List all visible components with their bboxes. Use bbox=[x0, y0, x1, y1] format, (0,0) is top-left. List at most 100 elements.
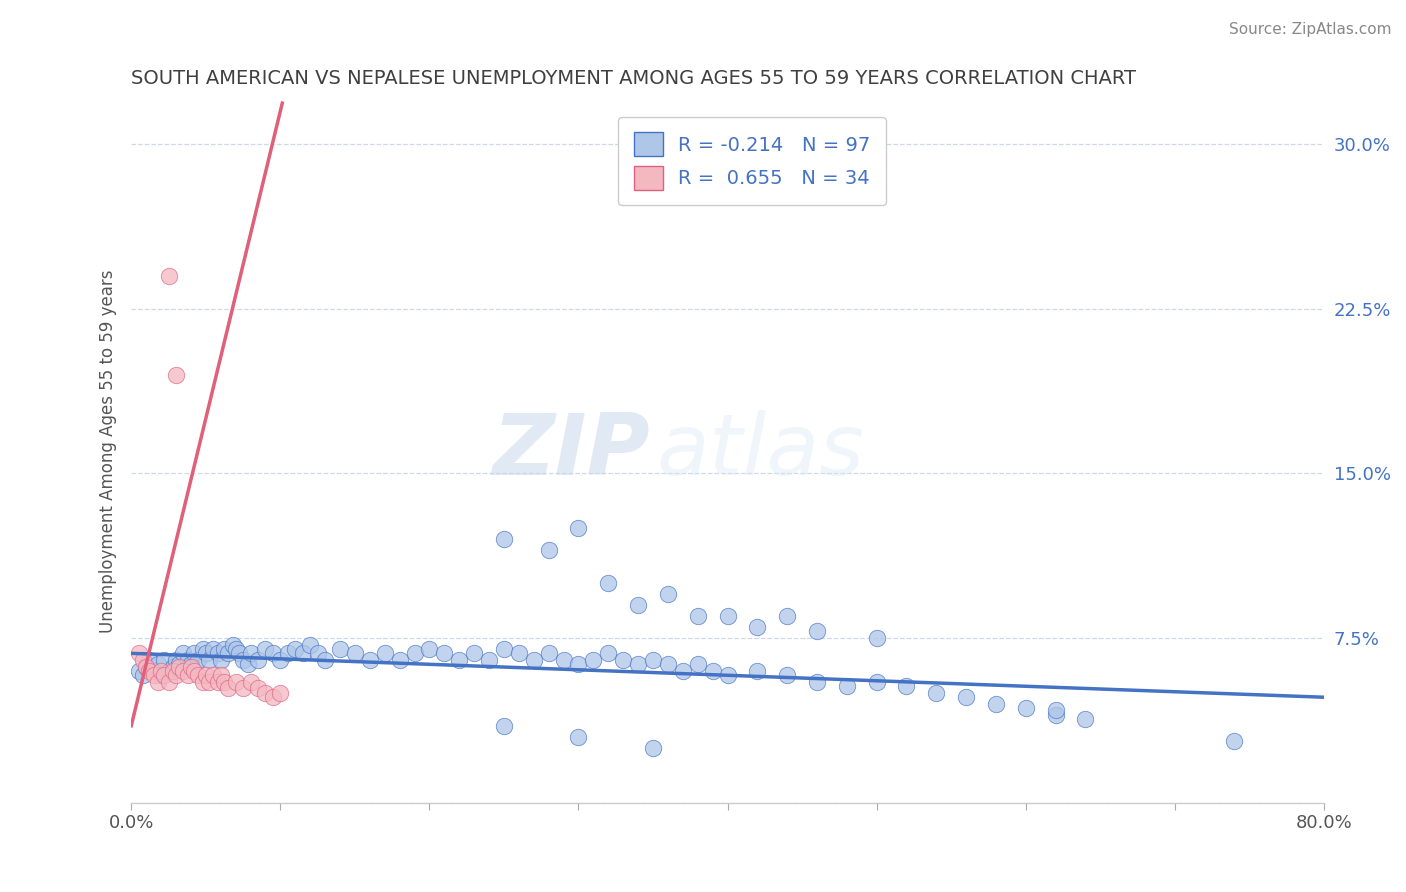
Point bbox=[217, 681, 239, 696]
Point bbox=[776, 609, 799, 624]
Point bbox=[418, 642, 440, 657]
Point bbox=[153, 668, 176, 682]
Point bbox=[183, 646, 205, 660]
Point bbox=[191, 642, 214, 657]
Point bbox=[239, 674, 262, 689]
Point bbox=[128, 646, 150, 660]
Point bbox=[984, 697, 1007, 711]
Point bbox=[582, 653, 605, 667]
Point bbox=[866, 674, 889, 689]
Point bbox=[269, 686, 291, 700]
Point bbox=[194, 646, 217, 660]
Point bbox=[177, 668, 200, 682]
Point bbox=[202, 668, 225, 682]
Point bbox=[146, 674, 169, 689]
Point bbox=[866, 631, 889, 645]
Point bbox=[612, 653, 634, 667]
Point bbox=[641, 653, 664, 667]
Point bbox=[567, 521, 589, 535]
Point bbox=[641, 740, 664, 755]
Point bbox=[246, 653, 269, 667]
Point bbox=[657, 587, 679, 601]
Point bbox=[132, 668, 155, 682]
Point bbox=[492, 719, 515, 733]
Text: ZIP: ZIP bbox=[492, 410, 650, 493]
Point bbox=[672, 664, 695, 678]
Point bbox=[212, 674, 235, 689]
Point bbox=[359, 653, 381, 667]
Point bbox=[925, 686, 948, 700]
Point bbox=[627, 598, 650, 612]
Point bbox=[314, 653, 336, 667]
Point bbox=[262, 690, 284, 705]
Point bbox=[254, 686, 277, 700]
Point bbox=[404, 646, 426, 660]
Point bbox=[291, 646, 314, 660]
Point bbox=[686, 609, 709, 624]
Point bbox=[1045, 703, 1067, 717]
Point bbox=[221, 638, 243, 652]
Point bbox=[132, 653, 155, 667]
Point bbox=[1223, 734, 1246, 748]
Point bbox=[157, 664, 180, 678]
Point bbox=[598, 646, 620, 660]
Point bbox=[374, 646, 396, 660]
Point bbox=[135, 659, 157, 673]
Text: atlas: atlas bbox=[657, 410, 865, 493]
Point bbox=[537, 543, 560, 558]
Point bbox=[508, 646, 530, 660]
Point bbox=[657, 657, 679, 672]
Point bbox=[478, 653, 501, 667]
Point bbox=[299, 638, 322, 652]
Point bbox=[716, 609, 738, 624]
Point bbox=[955, 690, 977, 705]
Point bbox=[225, 642, 247, 657]
Point bbox=[165, 368, 187, 382]
Point bbox=[567, 657, 589, 672]
Point bbox=[150, 664, 173, 678]
Point bbox=[228, 646, 250, 660]
Point bbox=[167, 657, 190, 672]
Point bbox=[162, 664, 184, 678]
Point bbox=[449, 653, 471, 667]
Point bbox=[277, 646, 299, 660]
Point bbox=[232, 653, 254, 667]
Point bbox=[598, 576, 620, 591]
Point bbox=[146, 657, 169, 672]
Point bbox=[567, 730, 589, 744]
Point bbox=[209, 653, 232, 667]
Point bbox=[329, 642, 352, 657]
Point bbox=[225, 674, 247, 689]
Point bbox=[135, 659, 157, 673]
Point bbox=[183, 664, 205, 678]
Point bbox=[239, 646, 262, 660]
Point bbox=[284, 642, 307, 657]
Point bbox=[702, 664, 724, 678]
Point bbox=[150, 668, 173, 682]
Point bbox=[747, 664, 769, 678]
Point bbox=[1074, 712, 1097, 726]
Point bbox=[776, 668, 799, 682]
Point bbox=[1045, 707, 1067, 722]
Point bbox=[433, 646, 456, 660]
Point bbox=[246, 681, 269, 696]
Point bbox=[262, 646, 284, 660]
Point bbox=[207, 646, 229, 660]
Point bbox=[806, 624, 828, 639]
Point bbox=[180, 657, 202, 672]
Legend: R = -0.214   N = 97, R =  0.655   N = 34: R = -0.214 N = 97, R = 0.655 N = 34 bbox=[619, 117, 886, 205]
Point bbox=[806, 674, 828, 689]
Point bbox=[492, 532, 515, 546]
Point bbox=[202, 642, 225, 657]
Point bbox=[197, 653, 219, 667]
Point bbox=[553, 653, 575, 667]
Point bbox=[307, 646, 329, 660]
Point bbox=[162, 659, 184, 673]
Point bbox=[157, 674, 180, 689]
Point bbox=[172, 646, 194, 660]
Point bbox=[142, 664, 165, 678]
Point bbox=[1015, 701, 1038, 715]
Point bbox=[157, 268, 180, 283]
Point bbox=[165, 668, 187, 682]
Text: Source: ZipAtlas.com: Source: ZipAtlas.com bbox=[1229, 22, 1392, 37]
